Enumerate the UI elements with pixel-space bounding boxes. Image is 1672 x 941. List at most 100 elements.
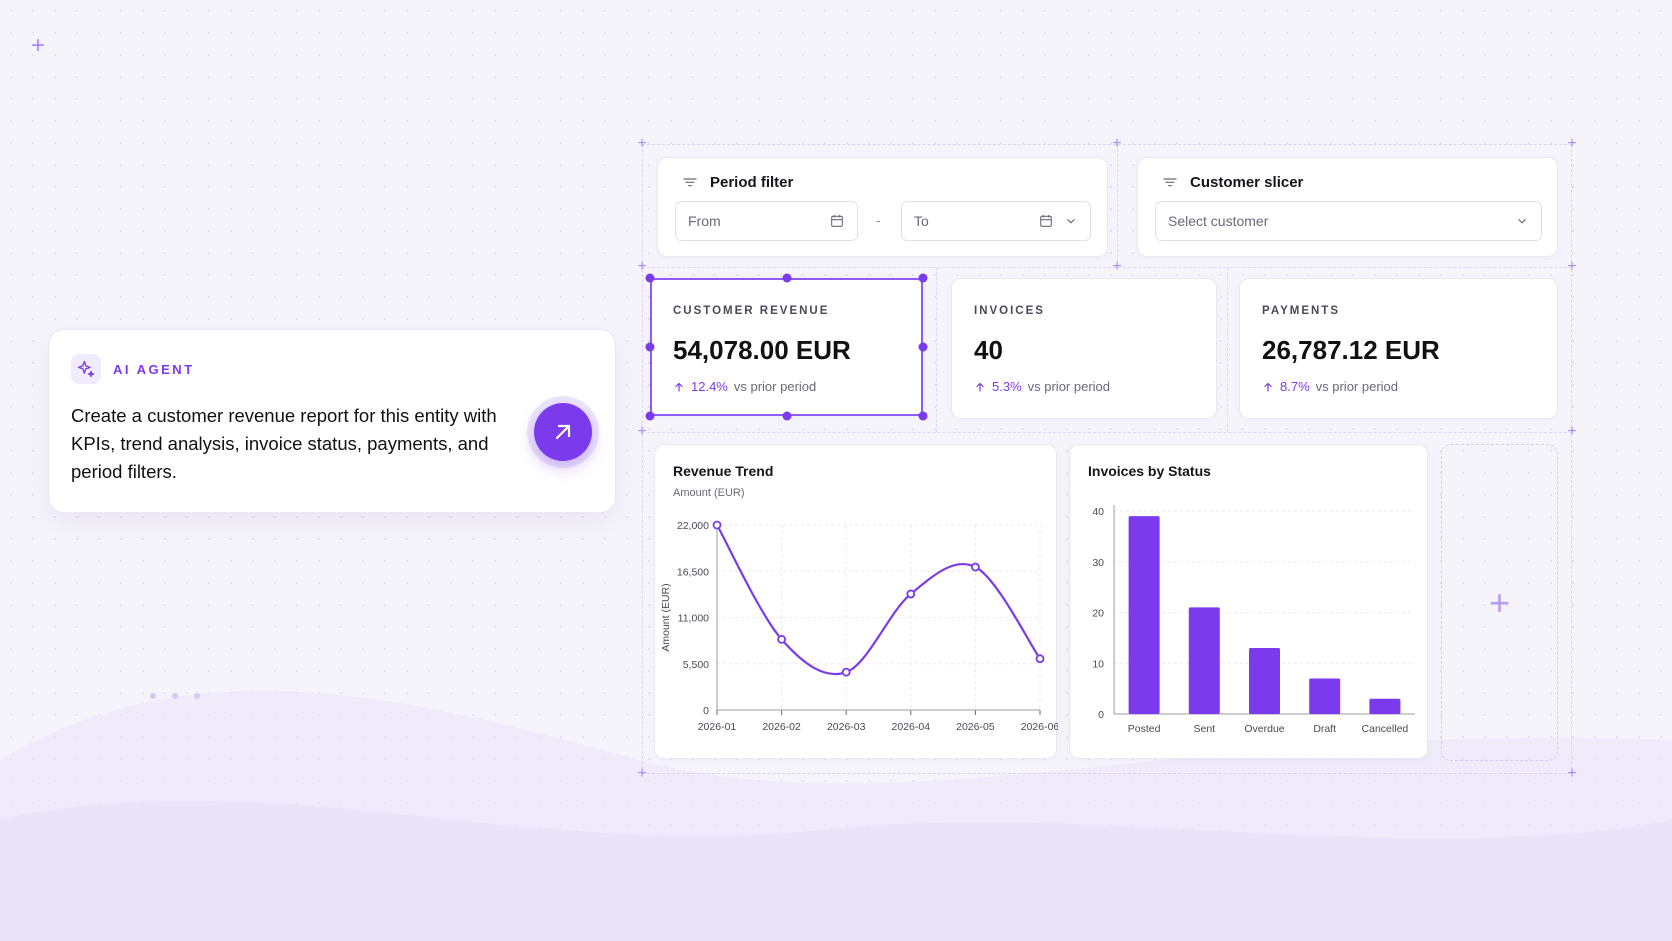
resize-handle[interactable]	[645, 273, 655, 283]
y-tick-label: 40	[1092, 506, 1104, 518]
ai-agent-header: AI AGENT	[71, 354, 195, 384]
arrow-up-right-icon	[555, 424, 571, 440]
y-tick-label: 11,000	[678, 613, 709, 625]
filter-icon	[1163, 177, 1177, 186]
chevron-down-icon	[1518, 218, 1526, 224]
y-tick-label: 10	[1092, 658, 1104, 670]
add-widget-slot[interactable]: +	[1441, 444, 1558, 761]
dashboard-canvas	[642, 144, 1572, 774]
series-line	[716, 524, 1041, 676]
resize-handle[interactable]	[782, 411, 792, 421]
kpi-delta: 8.7% vs prior period	[1262, 379, 1398, 394]
resize-handle[interactable]	[645, 411, 655, 421]
period-filter-card: Period filter From - To	[657, 157, 1108, 257]
arrow-up-icon	[976, 382, 984, 392]
kpi-delta-text: vs prior period	[1315, 379, 1399, 394]
pagination-dots	[150, 693, 200, 699]
data-point	[712, 520, 722, 530]
bar	[1249, 648, 1280, 714]
resize-handle[interactable]	[918, 411, 928, 421]
x-tick-label: 2026-01	[698, 721, 737, 733]
bar	[1128, 516, 1160, 714]
calendar-icon	[1040, 215, 1052, 227]
corner-plus-icon: +	[1112, 258, 1122, 275]
x-tick-label: Sent	[1193, 723, 1215, 735]
kpi-delta-value: 5.3%	[992, 379, 1022, 394]
kpi-value: 40	[974, 335, 1003, 365]
kpi-delta: 5.3% vs prior period	[974, 379, 1110, 394]
data-point	[906, 589, 916, 599]
x-tick-label: Overdue	[1244, 723, 1284, 735]
corner-plus-icon: +	[1567, 765, 1577, 782]
customer-slicer-title: Customer slicer	[1162, 174, 1303, 191]
send-prompt-button[interactable]	[527, 396, 599, 468]
kpi-value: 54,078.00 EUR	[673, 335, 851, 365]
kpi-delta-value: 8.7%	[1280, 379, 1310, 394]
sparkles-icon	[71, 354, 101, 384]
ai-agent-label: AI AGENT	[113, 361, 195, 377]
x-tick-label: 2026-05	[956, 721, 995, 733]
to-date-input[interactable]: To	[901, 201, 1091, 241]
kpi-delta-text: vs prior period	[1027, 379, 1111, 394]
kpi-label: CUSTOMER REVENUE	[673, 305, 830, 317]
period-filter-title: Period filter	[682, 174, 793, 191]
kpi-delta-value: 12.4%	[691, 379, 728, 394]
chart-title: Invoices by Status	[1088, 463, 1211, 479]
y-tick-label: 5,500	[683, 659, 709, 671]
x-tick-label: 2026-04	[892, 721, 931, 733]
calendar-icon	[831, 215, 843, 227]
kpi-value: 26,787.12 EUR	[1262, 335, 1440, 365]
corner-plus-icon: +	[1567, 135, 1577, 152]
corner-plus-icon: +	[1567, 423, 1577, 440]
kpi-label: INVOICES	[974, 305, 1045, 317]
layout-guide	[1117, 144, 1118, 267]
chevron-down-icon	[1067, 218, 1075, 224]
y-tick-label: 16,500	[677, 566, 709, 578]
corner-plus-icon: +	[1112, 135, 1122, 152]
y-tick-label: 22,000	[677, 520, 709, 532]
resize-handle[interactable]	[918, 342, 928, 352]
customer-select-placeholder: Select customer	[1168, 213, 1269, 229]
kpi-card-customer-revenue[interactable]: CUSTOMER REVENUE 54,078.00 EUR 12.4% vs …	[650, 278, 923, 416]
corner-plus-icon: +	[1567, 258, 1577, 275]
data-point	[777, 634, 786, 644]
data-point	[970, 562, 980, 572]
data-point	[841, 667, 851, 677]
resize-handle[interactable]	[645, 342, 655, 352]
x-tick-label: Cancelled	[1362, 723, 1409, 735]
x-tick-label: 2026-02	[762, 721, 801, 733]
corner-plus-icon: +	[637, 135, 647, 152]
corner-plus-icon: +	[31, 32, 46, 59]
corner-plus-icon: +	[637, 258, 647, 275]
revenue-trend-chart: 0 5,500 11,000 16,500 22,000 2026-01 2026-02 20…	[660, 520, 1058, 733]
x-tick-label: Posted	[1128, 723, 1161, 735]
customer-slicer-card: Customer slicer Select customer	[1137, 157, 1558, 257]
resize-handle[interactable]	[782, 273, 792, 283]
y-tick-label: 0	[703, 705, 709, 717]
resize-handle[interactable]	[918, 273, 928, 283]
ai-agent-prompt: Create a customer revenue report for thi…	[71, 405, 497, 482]
y-axis-label: Amount (EUR)	[660, 583, 672, 651]
bar	[1369, 698, 1401, 714]
invoices-by-status-card[interactable]: Invoices by Status 0 10 20 30 40 Posted Sent Ov…	[1069, 444, 1428, 759]
layout-guide	[1227, 267, 1228, 432]
chart-title: Revenue Trend	[673, 463, 774, 479]
x-tick-label: 2026-03	[827, 721, 866, 733]
kpi-card-invoices[interactable]: INVOICES 40 5.3% vs prior period	[951, 278, 1217, 419]
arrow-up-icon	[675, 382, 683, 392]
filter-icon	[683, 177, 697, 186]
date-range-separator: -	[876, 212, 881, 228]
y-tick-label: 0	[1098, 709, 1104, 721]
customer-select[interactable]: Select customer	[1155, 201, 1542, 241]
kpi-card-payments[interactable]: PAYMENTS 26,787.12 EUR 8.7% vs prior per…	[1239, 278, 1558, 419]
from-date-placeholder: From	[688, 213, 721, 229]
x-tick-label: 2026-06	[1021, 721, 1058, 733]
x-tick-label: Draft	[1313, 723, 1336, 735]
from-date-input[interactable]: From	[675, 201, 858, 241]
plus-icon: +	[1488, 581, 1511, 623]
revenue-trend-card[interactable]: Revenue Trend Amount (EUR) 0 5,500 11,000 1…	[654, 444, 1058, 759]
kpi-label: PAYMENTS	[1262, 305, 1340, 317]
bar	[1309, 678, 1341, 714]
kpi-delta-text: vs prior period	[733, 379, 817, 394]
to-date-placeholder: To	[914, 213, 929, 229]
